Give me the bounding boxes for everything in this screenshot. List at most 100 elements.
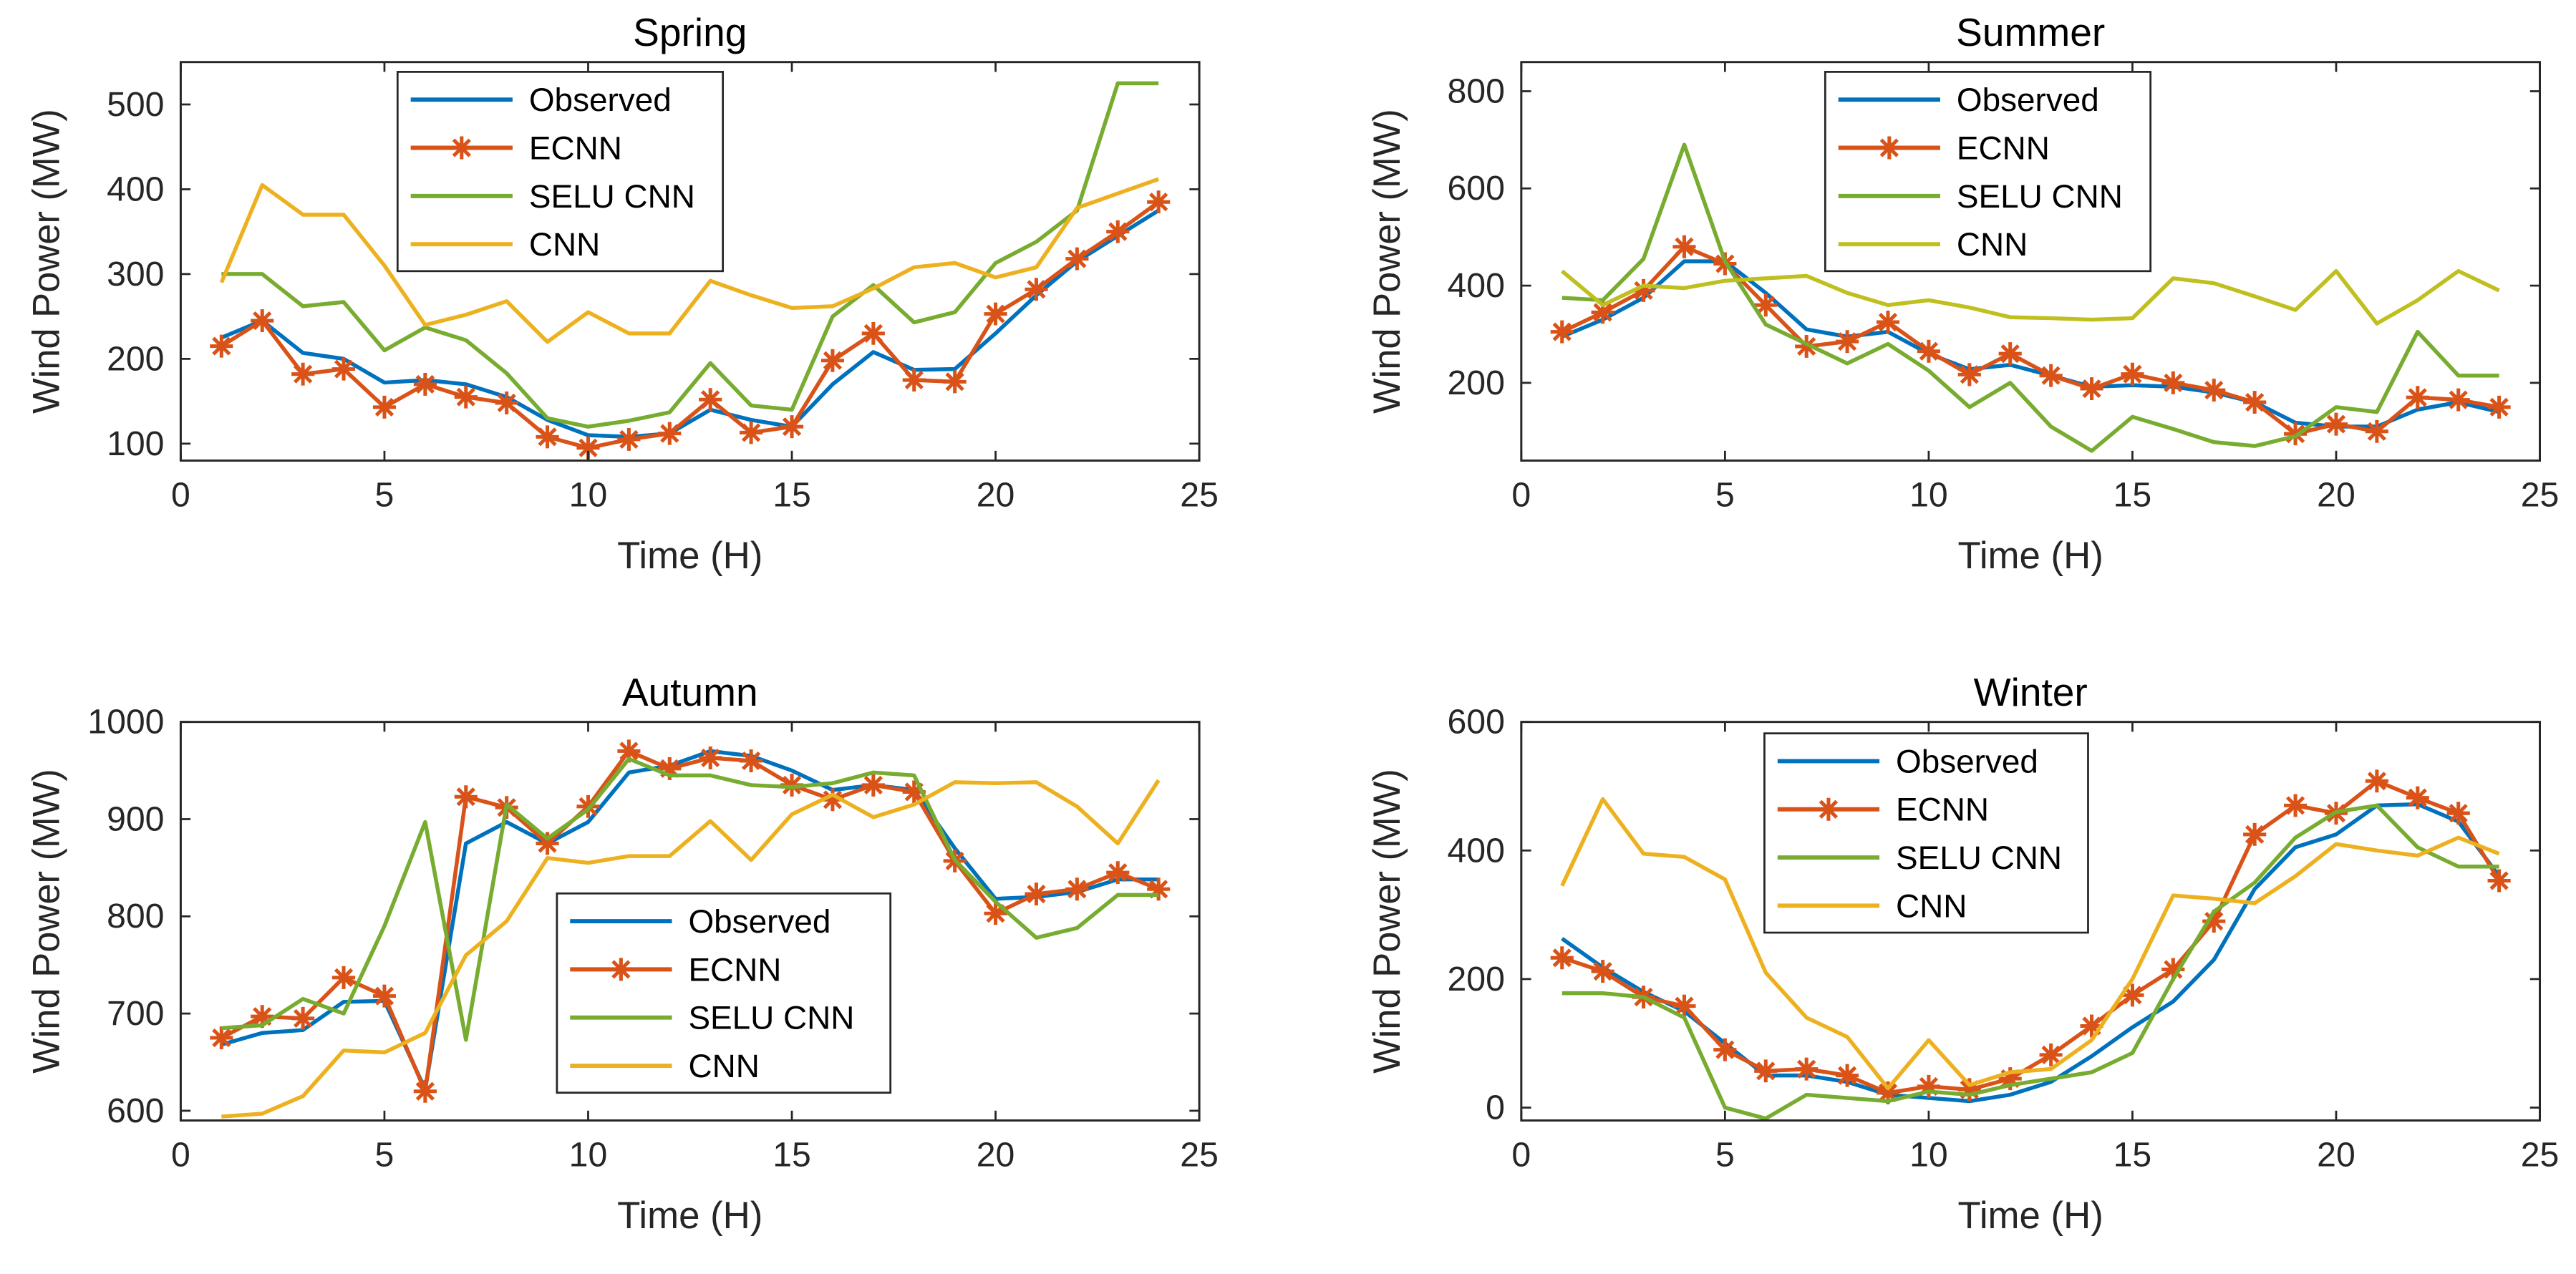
winter-x-tick-label: 20 [2317,1137,2355,1175]
spring-y-axis-label: Wind Power (MW) [25,109,67,414]
summer-x-tick-label: 10 [1909,477,1948,515]
autumn-legend-ecnn-label: ECNN [688,951,781,988]
winter-legend-ecnn-marker [1816,797,1840,821]
winter-legend-box [1763,732,2089,934]
summer-series-selu-cnn-line [1561,142,2499,453]
winter-series-selu-cnn-line [1561,803,2499,1121]
winter-x-tick-label: 10 [1909,1137,1948,1175]
winter-series-ecnn-point [2161,958,2185,981]
winter-x-tick-label: 5 [1715,1137,1735,1175]
summer-series-cnn-line [1560,268,2500,326]
spring-x-tick-label: 20 [977,477,1015,515]
summer-series-ecnn-point [1876,311,1900,334]
summer-legend-cnn-label: CNN [1957,226,2028,263]
autumn-series-ecnn-point [1025,882,1048,906]
spring-series-ecnn-point [617,427,641,451]
summer-series-ecnn-point [2284,422,2308,446]
summer-y-axis-label: Wind Power (MW) [1366,109,1408,414]
summer-x-tick-label: 5 [1715,477,1735,515]
spring-series-ecnn-point [1065,247,1089,271]
autumn-series-ecnn-point [740,749,763,772]
spring-series-selu-cnn-line [221,81,1159,429]
autumn-x-tick-label: 25 [1180,1137,1219,1175]
autumn-x-tick-label: 20 [977,1137,1015,1175]
summer-series-ecnn-point [1795,334,1819,358]
spring-chart: Spring 0 5 10 15 20 25 100 200 300 400 500 Time (H) W… [25,10,1218,577]
winter-x-axis-label: Time (H) [1958,1195,2103,1237]
autumn-series-cnn-line [221,779,1161,1119]
autumn-legend: Observed ECNN SELU CNN CNN [556,892,892,1094]
autumn-series-ecnn-point [372,984,397,1008]
summer-series-ecnn-point [1754,293,1778,317]
summer-series-ecnn-point [2243,391,2267,414]
spring-series-ecnn-point [740,421,763,444]
winter-y-tick-label: 600 [1448,704,1505,741]
summer-series-ecnn-point [2487,395,2511,419]
winter-legend-cnn-label: CNN [1896,888,1967,924]
spring-x-tick-label: 5 [375,477,394,515]
autumn-y-tick-label: 700 [107,995,164,1033]
autumn-series-ecnn-point [210,1026,233,1050]
winter-chart: Winter 0 5 10 15 20 25 0 200 400 600 Time (H) Wind P… [1366,670,2559,1237]
summer-y-tick-label: 200 [1448,364,1505,402]
winter-series-ecnn-point [2365,769,2388,793]
summer-x-tick-label: 20 [2317,477,2355,515]
winter-legend-observed-label: Observed [1896,744,2038,780]
spring-legend-selu-cnn-label: SELU CNN [529,178,695,215]
spring-legend-ecnn-label: ECNN [529,130,622,167]
summer-title: Summer [1956,10,2105,54]
spring-x-tick-label: 15 [773,477,811,515]
summer-legend: Observed ECNN SELU CNN CNN [1824,71,2152,273]
winter-series-ecnn-point [1836,1064,1859,1087]
spring-y-tick-label: 200 [107,340,164,378]
summer-legend-selu-cnn-label: SELU CNN [1957,178,2123,215]
summer-axes-frame [1520,61,2542,462]
spring-series-ecnn-point [943,370,967,394]
autumn-series-ecnn-point [331,966,356,989]
spring-x-tick-label: 10 [569,477,608,515]
winter-series-ecnn-point [2284,794,2308,817]
winter-x-tick-label: 25 [2521,1137,2560,1175]
spring-series-ecnn-point [861,321,885,345]
winter-series-ecnn-point [1876,1081,1900,1104]
summer-series-ecnn-point [1550,320,1574,344]
spring-legend-box [396,71,725,273]
summer-series-ecnn-point [1672,235,1696,258]
autumn-series-ecnn-point [1065,877,1089,901]
summer-series-ecnn-point [2121,362,2144,386]
autumn-legend-observed-label: Observed [688,903,831,940]
autumn-x-tick-label: 15 [773,1137,811,1175]
winter-series-ecnn-point [2121,983,2144,1007]
summer-series-ecnn-point [2202,379,2226,402]
winter-y-axis-label: Wind Power (MW) [1366,769,1408,1074]
autumn-series-ecnn-point [699,746,722,769]
summer-series-ecnn-point [1957,363,1981,386]
spring-series-ecnn-point [902,369,926,392]
spring-series-ecnn-point [1025,278,1048,301]
summer-y-tick-label: 800 [1448,73,1505,111]
spring-series-ecnn-point [780,415,804,439]
winter-legend-selu-cnn-label: SELU CNN [1896,840,2062,876]
spring-series-group [210,81,1171,459]
spring-legend-observed-label: Observed [529,82,672,118]
summer-series-ecnn-point [1836,330,1859,354]
summer-series-ecnn-point [2365,419,2388,443]
winter-series-group [1550,769,2511,1121]
spring-series-ecnn-point [331,357,356,381]
autumn-series-ecnn-point [291,1006,315,1030]
winter-series-ecnn-point [1672,994,1696,1018]
winter-series-ecnn-point [1550,946,1574,970]
autumn-series-ecnn-point [861,773,885,797]
winter-series-ecnn-point [1754,1059,1778,1083]
spring-series-ecnn-point [820,349,844,372]
spring-y-tick-label: 100 [107,425,164,463]
autumn-series-group [210,739,1171,1119]
spring-title: Spring [633,10,747,54]
autumn-legend-box [556,892,892,1094]
autumn-y-axis-label: Wind Power (MW) [25,769,67,1074]
autumn-x-axis-label: Time (H) [617,1195,762,1237]
winter-y-tick-label: 400 [1448,832,1505,870]
spring-series-ecnn-point [536,425,559,449]
winter-y-tick-label: 200 [1448,961,1505,998]
winter-legend: Observed ECNN SELU CNN CNN [1763,732,2089,934]
